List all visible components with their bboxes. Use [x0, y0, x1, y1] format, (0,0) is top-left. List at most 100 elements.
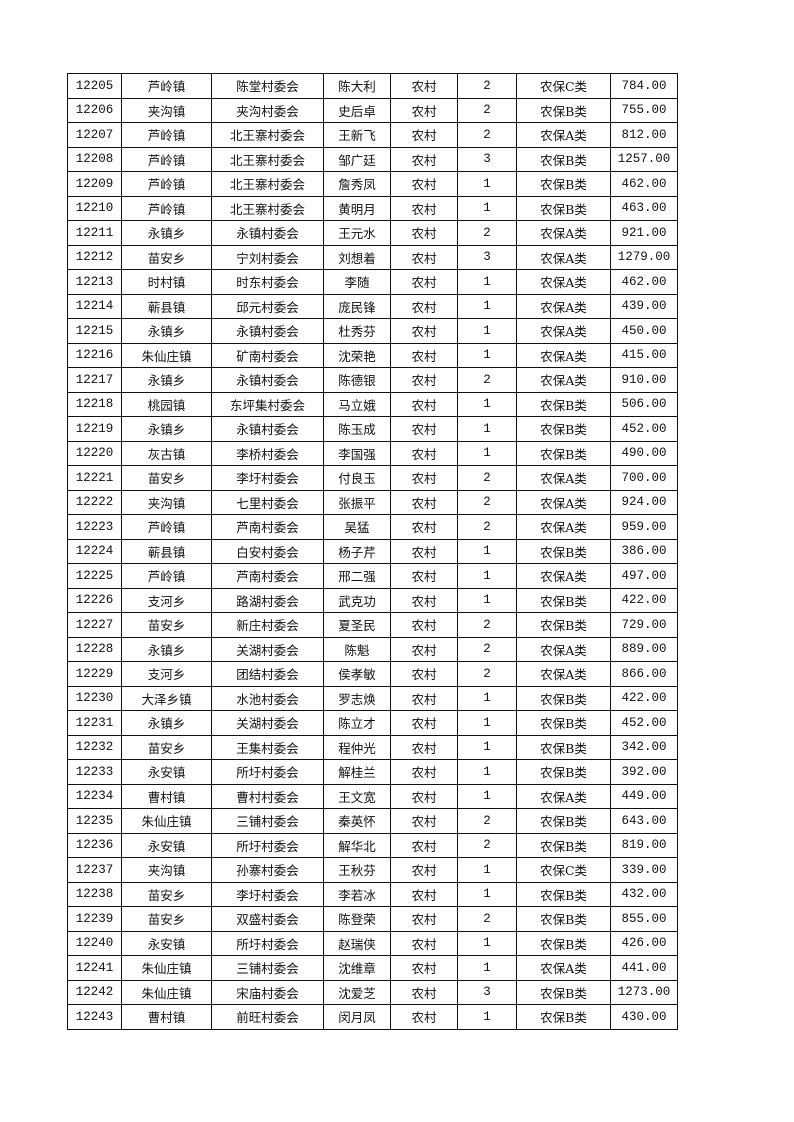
cell-village-committee: 七里村委会: [211, 489, 324, 515]
cell-insurance-category: 农保B类: [516, 1004, 611, 1030]
cell-amount: 921.00: [610, 220, 678, 246]
cell-insurance-category: 农保B类: [516, 416, 611, 442]
cell-member-count: 1: [457, 930, 517, 956]
cell-member-count: 2: [457, 122, 517, 148]
cell-record-id: 12215: [67, 318, 122, 344]
cell-village-committee: 陈堂村委会: [211, 73, 324, 99]
cell-member-count: 1: [457, 171, 517, 197]
cell-record-id: 12242: [67, 979, 122, 1005]
cell-village-committee: 白安村委会: [211, 538, 324, 564]
cell-member-count: 2: [457, 220, 517, 246]
cell-member-count: 3: [457, 979, 517, 1005]
table-row: 12234 曹村镇 曹村村委会 王文宽 农村 1 农保A类 449.00: [67, 783, 678, 809]
cell-township: 苗安乡: [121, 734, 212, 760]
cell-member-count: 2: [457, 661, 517, 687]
cell-household-type: 农村: [390, 636, 458, 662]
cell-village-committee: 王集村委会: [211, 734, 324, 760]
cell-member-count: 2: [457, 906, 517, 932]
cell-member-count: 1: [457, 734, 517, 760]
cell-township: 芦岭镇: [121, 146, 212, 172]
cell-amount: 819.00: [610, 832, 678, 858]
table-row: 12236 永安镇 所圩村委会 解华北 农村 2 农保B类 819.00: [67, 832, 678, 858]
cell-township: 苗安乡: [121, 881, 212, 907]
cell-record-id: 12213: [67, 269, 122, 295]
cell-record-id: 12207: [67, 122, 122, 148]
cell-member-count: 3: [457, 146, 517, 172]
cell-township: 曹村镇: [121, 1004, 212, 1030]
table-row: 12230 大泽乡镇 水池村委会 罗志焕 农村 1 农保B类 422.00: [67, 685, 678, 711]
cell-record-id: 12222: [67, 489, 122, 515]
cell-person-name: 解桂兰: [323, 759, 391, 785]
cell-insurance-category: 农保A类: [516, 318, 611, 344]
cell-household-type: 农村: [390, 759, 458, 785]
cell-record-id: 12228: [67, 636, 122, 662]
cell-member-count: 1: [457, 759, 517, 785]
cell-person-name: 侯孝敏: [323, 661, 391, 687]
table-row: 12218 桃园镇 东坪集村委会 马立娥 农村 1 农保B类 506.00: [67, 391, 678, 417]
cell-village-committee: 所圩村委会: [211, 930, 324, 956]
cell-household-type: 农村: [390, 563, 458, 589]
cell-amount: 452.00: [610, 710, 678, 736]
cell-record-id: 12221: [67, 465, 122, 491]
cell-record-id: 12205: [67, 73, 122, 99]
cell-member-count: 2: [457, 367, 517, 393]
table-row: 12226 支河乡 路湖村委会 武克功 农村 1 农保B类 422.00: [67, 587, 678, 613]
cell-household-type: 农村: [390, 195, 458, 221]
cell-village-committee: 水池村委会: [211, 685, 324, 711]
table-row: 12224 蕲县镇 白安村委会 杨子芹 农村 1 农保B类 386.00: [67, 538, 678, 564]
cell-township: 夹沟镇: [121, 489, 212, 515]
cell-amount: 422.00: [610, 685, 678, 711]
cell-record-id: 12241: [67, 955, 122, 981]
cell-township: 永镇乡: [121, 220, 212, 246]
cell-record-id: 12211: [67, 220, 122, 246]
cell-member-count: 1: [457, 587, 517, 613]
cell-member-count: 2: [457, 832, 517, 858]
table-row: 12220 灰古镇 李桥村委会 李国强 农村 1 农保B类 490.00: [67, 440, 678, 466]
cell-insurance-category: 农保B类: [516, 171, 611, 197]
cell-household-type: 农村: [390, 832, 458, 858]
cell-record-id: 12238: [67, 881, 122, 907]
cell-member-count: 2: [457, 73, 517, 99]
cell-insurance-category: 农保A类: [516, 122, 611, 148]
cell-person-name: 陈玉成: [323, 416, 391, 442]
table-row: 12216 朱仙庄镇 矿南村委会 沈荣艳 农村 1 农保A类 415.00: [67, 342, 678, 368]
cell-insurance-category: 农保A类: [516, 783, 611, 809]
cell-insurance-category: 农保A类: [516, 244, 611, 270]
cell-village-committee: 芦南村委会: [211, 563, 324, 589]
cell-member-count: 1: [457, 416, 517, 442]
cell-record-id: 12230: [67, 685, 122, 711]
cell-member-count: 1: [457, 563, 517, 589]
cell-village-committee: 关湖村委会: [211, 636, 324, 662]
cell-township: 支河乡: [121, 661, 212, 687]
cell-village-committee: 李圩村委会: [211, 465, 324, 491]
cell-insurance-category: 农保A类: [516, 220, 611, 246]
cell-amount: 755.00: [610, 97, 678, 123]
cell-amount: 450.00: [610, 318, 678, 344]
cell-township: 朱仙庄镇: [121, 955, 212, 981]
cell-village-committee: 路湖村委会: [211, 587, 324, 613]
cell-insurance-category: 农保B类: [516, 587, 611, 613]
cell-person-name: 解华北: [323, 832, 391, 858]
cell-insurance-category: 农保B类: [516, 146, 611, 172]
cell-household-type: 农村: [390, 857, 458, 883]
cell-insurance-category: 农保A类: [516, 514, 611, 540]
cell-amount: 506.00: [610, 391, 678, 417]
cell-member-count: 1: [457, 318, 517, 344]
cell-household-type: 农村: [390, 661, 458, 687]
cell-household-type: 农村: [390, 465, 458, 491]
cell-person-name: 沈荣艳: [323, 342, 391, 368]
table-row: 12233 永安镇 所圩村委会 解桂兰 农村 1 农保B类 392.00: [67, 759, 678, 785]
cell-person-name: 邹广廷: [323, 146, 391, 172]
cell-township: 蕲县镇: [121, 538, 212, 564]
cell-township: 永镇乡: [121, 636, 212, 662]
cell-amount: 415.00: [610, 342, 678, 368]
cell-insurance-category: 农保B类: [516, 759, 611, 785]
cell-person-name: 庞民锋: [323, 293, 391, 319]
cell-village-committee: 永镇村委会: [211, 367, 324, 393]
cell-township: 朱仙庄镇: [121, 808, 212, 834]
cell-amount: 430.00: [610, 1004, 678, 1030]
cell-township: 朱仙庄镇: [121, 979, 212, 1005]
cell-village-committee: 时东村委会: [211, 269, 324, 295]
cell-insurance-category: 农保B类: [516, 685, 611, 711]
cell-person-name: 夏圣民: [323, 612, 391, 638]
